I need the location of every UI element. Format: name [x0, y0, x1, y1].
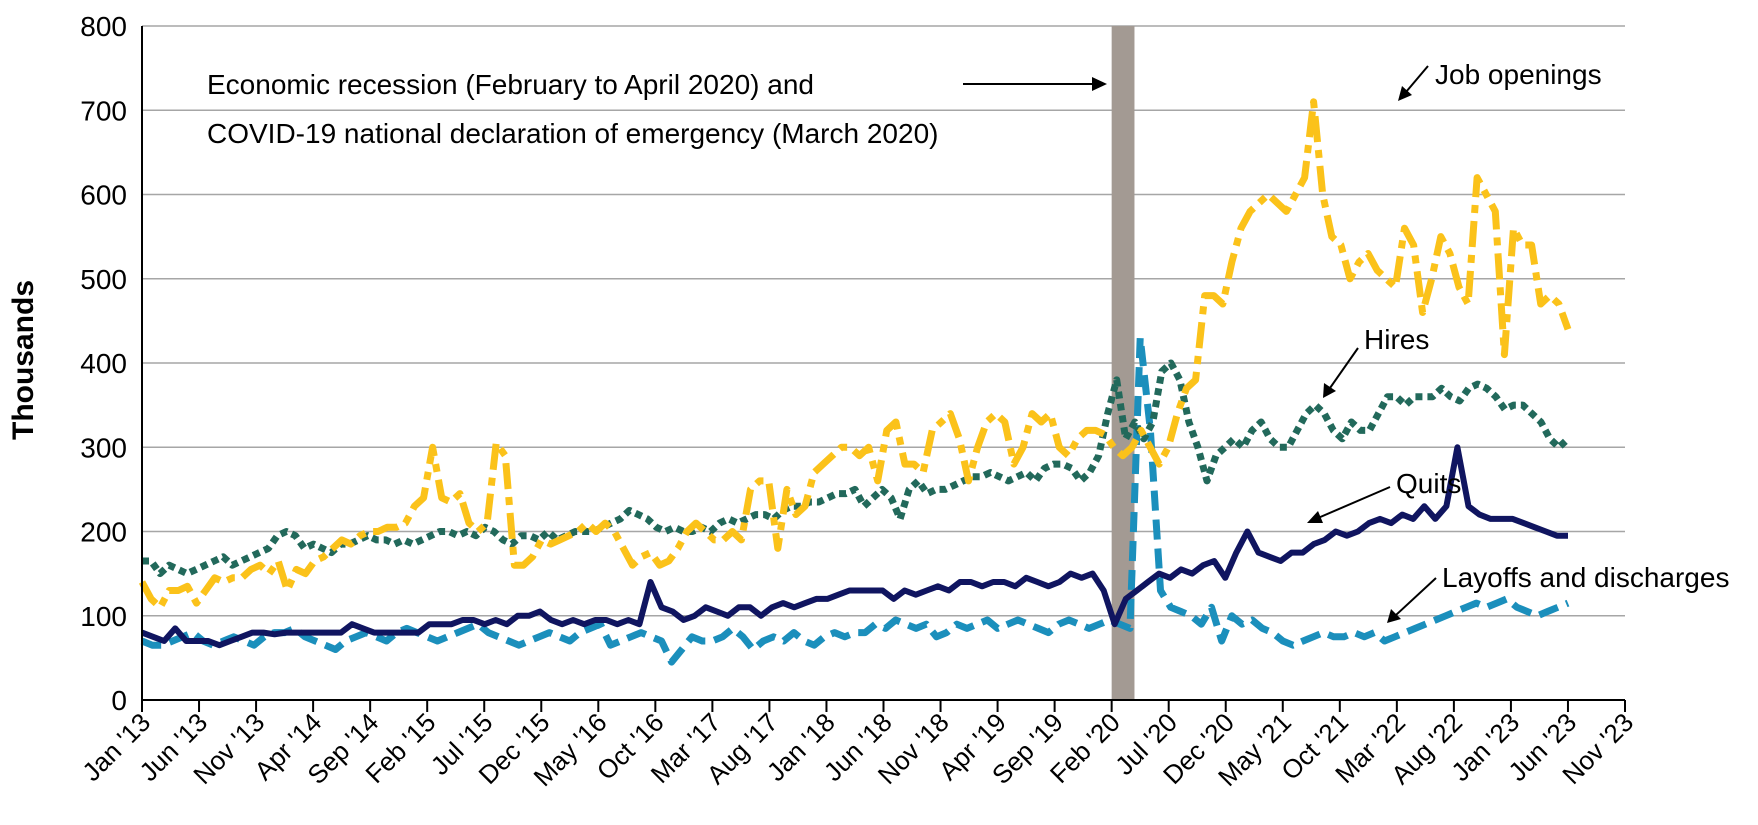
annotation-line-1: Economic recession (February to April 20…	[207, 69, 814, 100]
y-axis-title: Thousands	[7, 280, 40, 440]
arrowhead-job-openings	[1398, 86, 1412, 101]
arrow-hires	[1329, 347, 1359, 389]
annotation-line-2: COVID-19 national declaration of emergen…	[207, 118, 938, 149]
arrowhead-quits	[1307, 511, 1323, 523]
series-lines	[138, 98, 1572, 666]
y-tick-label: 600	[80, 180, 127, 211]
series-line-quits	[140, 444, 1568, 649]
y-tick-labels: 0 100 200 300 400 500 600 700 800	[80, 11, 127, 716]
y-tick-label: 700	[80, 95, 127, 126]
y-tick-label: 200	[80, 517, 127, 548]
grid-lines	[142, 25, 1625, 617]
y-tick-label: 0	[111, 685, 127, 716]
y-tick-label: 500	[80, 264, 127, 295]
arrowhead-hires	[1323, 383, 1336, 398]
series-line-job-openings	[138, 98, 1572, 611]
recession-shaded-region	[1111, 26, 1135, 700]
y-tick-label: 800	[80, 11, 127, 42]
annotation-arrowhead	[1092, 77, 1107, 91]
y-tick-label: 400	[80, 348, 127, 379]
arrow-layoffs	[1395, 577, 1437, 616]
y-tick-label: 300	[80, 432, 127, 463]
label-hires: Hires	[1364, 324, 1429, 355]
series-line-layoffs-and-discharges	[140, 334, 1570, 666]
label-layoffs-and-discharges: Layoffs and discharges	[1442, 562, 1729, 593]
arrow-job-openings	[1405, 65, 1429, 93]
axes	[141, 26, 1626, 712]
arrowhead-layoffs	[1387, 609, 1401, 623]
y-tick-label: 100	[80, 601, 127, 632]
label-quits: Quits	[1396, 468, 1461, 499]
label-job-openings: Job openings	[1435, 59, 1602, 90]
arrow-quits	[1317, 486, 1391, 519]
series-line-hires	[142, 359, 1571, 578]
